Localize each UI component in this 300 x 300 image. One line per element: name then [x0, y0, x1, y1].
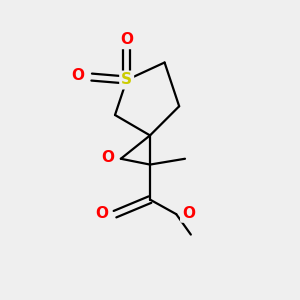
Text: O: O — [120, 32, 133, 47]
Text: O: O — [182, 206, 195, 221]
Text: O: O — [71, 68, 84, 83]
Text: O: O — [95, 206, 108, 221]
Text: S: S — [121, 73, 132, 88]
Text: O: O — [101, 150, 115, 165]
